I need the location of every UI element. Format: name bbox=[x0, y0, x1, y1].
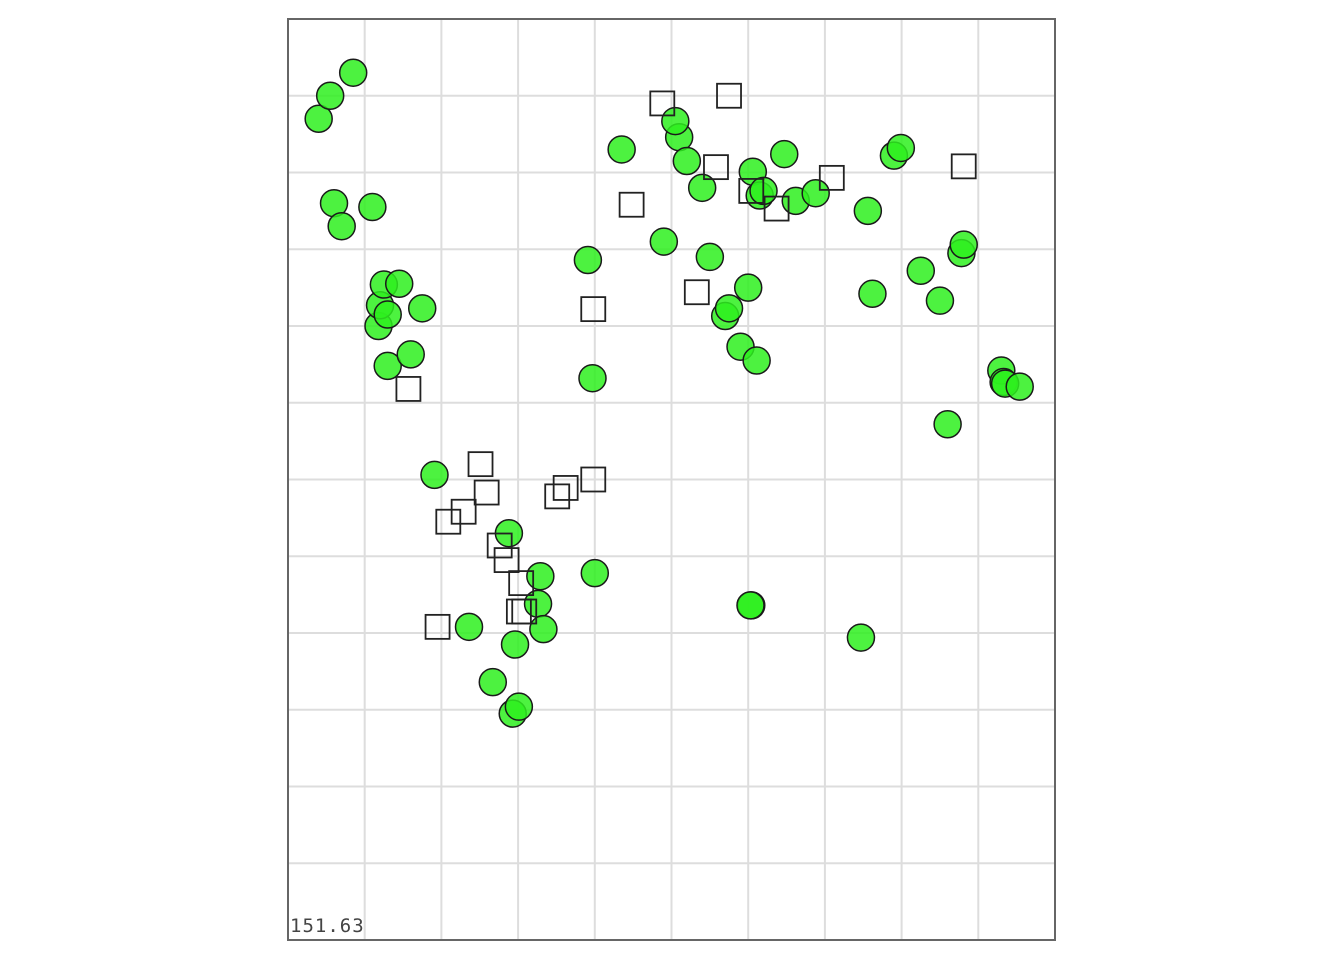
plot-frame bbox=[287, 18, 1056, 941]
circle-point bbox=[529, 614, 558, 644]
circle-point bbox=[661, 106, 690, 136]
circle-point bbox=[858, 279, 887, 309]
data-marks bbox=[304, 58, 1034, 728]
square-point bbox=[703, 154, 729, 181]
circle-point bbox=[373, 300, 402, 329]
circle-point bbox=[949, 230, 978, 259]
circle-point bbox=[478, 667, 508, 697]
circle-point bbox=[687, 173, 717, 203]
circle-point bbox=[714, 294, 744, 323]
circle-point bbox=[1005, 372, 1034, 401]
circle-point bbox=[358, 192, 387, 222]
circle-point bbox=[396, 340, 425, 369]
square-point bbox=[618, 191, 645, 218]
square-point bbox=[508, 570, 535, 597]
square-point bbox=[649, 90, 676, 117]
circle-point bbox=[742, 346, 771, 375]
circle-point bbox=[736, 591, 765, 620]
corner-label: 151.63 bbox=[290, 915, 365, 937]
circle-point bbox=[580, 558, 610, 588]
square-point bbox=[467, 451, 494, 478]
square-point bbox=[552, 475, 579, 501]
circle-point bbox=[607, 135, 636, 164]
square-point bbox=[424, 613, 451, 640]
circle-point bbox=[853, 196, 883, 226]
square-point bbox=[763, 195, 790, 222]
circle-point bbox=[338, 58, 368, 87]
square-point bbox=[950, 153, 977, 180]
square-point bbox=[450, 498, 477, 525]
circle-point bbox=[886, 133, 916, 163]
circle-point bbox=[925, 286, 955, 315]
circle-point bbox=[315, 81, 345, 110]
circle-point bbox=[500, 630, 530, 659]
circle-point bbox=[649, 227, 679, 256]
circle-point bbox=[420, 460, 449, 490]
square-point bbox=[473, 479, 500, 506]
square-point bbox=[683, 279, 710, 306]
circle-point bbox=[578, 363, 607, 393]
square-point bbox=[435, 508, 462, 535]
circle-point bbox=[695, 242, 725, 272]
circle-point bbox=[573, 245, 603, 275]
circle-point bbox=[846, 623, 876, 652]
circle-point bbox=[733, 273, 763, 302]
circle-point bbox=[906, 256, 936, 285]
square-point bbox=[544, 483, 571, 510]
square-point bbox=[580, 466, 607, 493]
circle-point bbox=[373, 351, 402, 381]
square-point bbox=[395, 376, 422, 402]
circle-point bbox=[504, 692, 534, 721]
square-point bbox=[486, 532, 513, 559]
circle-point bbox=[801, 178, 830, 208]
circle-point bbox=[327, 211, 356, 241]
circle-point bbox=[454, 612, 484, 642]
circle-point bbox=[407, 294, 437, 323]
square-point bbox=[493, 547, 520, 573]
circle-point bbox=[769, 139, 799, 169]
circle-point bbox=[526, 561, 555, 591]
circle-point bbox=[672, 146, 702, 176]
square-point bbox=[716, 82, 742, 109]
square-point bbox=[818, 164, 845, 191]
circle-point bbox=[384, 269, 414, 299]
square-point bbox=[580, 296, 607, 323]
square-point bbox=[738, 178, 765, 204]
circle-point bbox=[304, 104, 333, 134]
circle-point bbox=[933, 409, 962, 439]
grid-lines bbox=[288, 19, 1055, 940]
square-point bbox=[511, 598, 538, 625]
